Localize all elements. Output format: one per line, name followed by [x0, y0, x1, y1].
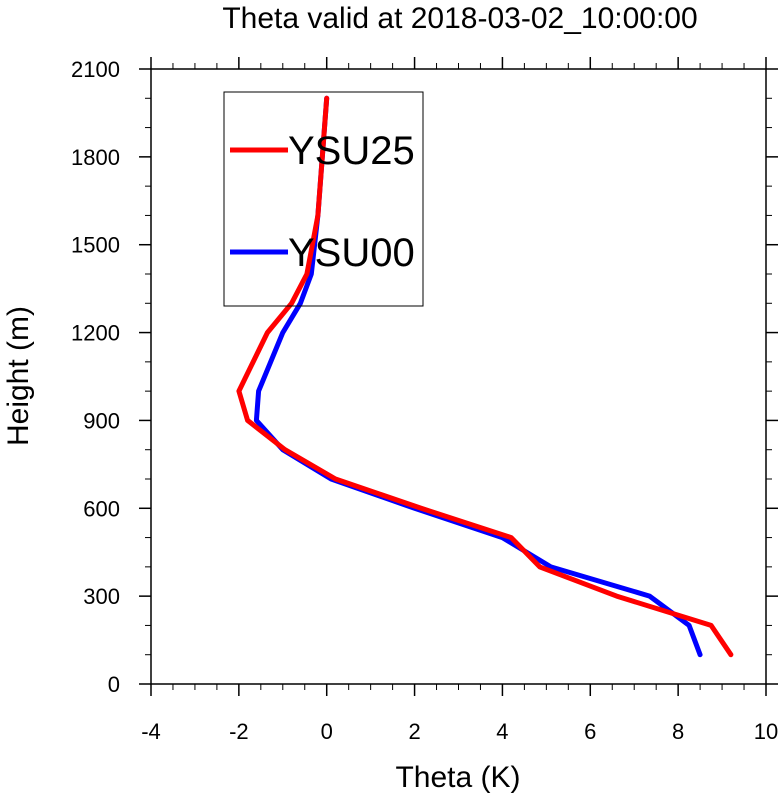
y-tick-label: 600	[83, 496, 120, 521]
y-tick-label: 900	[83, 408, 120, 433]
y-tick-label: 1200	[71, 321, 120, 346]
x-tick-label: 4	[496, 719, 508, 744]
y-tick-label: 2100	[71, 57, 120, 82]
chart-title: Theta valid at 2018-03-02_10:00:00	[222, 2, 697, 35]
series-layer	[236, 95, 734, 658]
x-tick-label: 2	[408, 719, 420, 744]
x-axis-label: Theta (K)	[395, 761, 520, 794]
y-tick-label: 0	[108, 672, 120, 697]
y-tick-label: 300	[83, 584, 120, 609]
y-tick-label: 1500	[71, 233, 120, 258]
y-tick-label: 1800	[71, 145, 120, 170]
x-tick-label: -4	[141, 719, 161, 744]
x-tick-label: 6	[584, 719, 596, 744]
x-tick-label: 0	[321, 719, 333, 744]
legend-label-ysu00: YSU00	[288, 231, 415, 275]
legend-box	[223, 91, 424, 307]
axis-ticks: -4 -2 0 2 4 6 8 10 0 300 600 900 1200 1500 1800 2100	[71, 57, 778, 744]
series-line-ysu25	[236, 95, 734, 658]
legend: YSU25 YSU00	[223, 91, 424, 307]
x-tick-label: 10	[754, 719, 778, 744]
x-tick-label: 8	[672, 719, 684, 744]
y-axis-label: Height (m)	[2, 306, 35, 446]
x-tick-label: -2	[229, 719, 249, 744]
series-line-ysu00	[253, 95, 703, 658]
legend-label-ysu25: YSU25	[288, 129, 415, 173]
